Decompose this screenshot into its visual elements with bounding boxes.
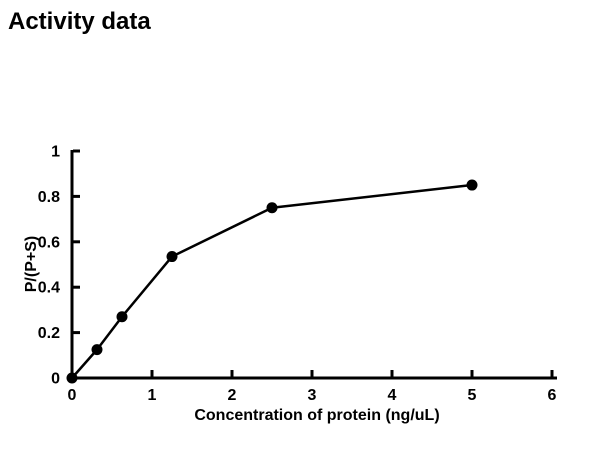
y-axis-label: P/(P+S) (23, 235, 40, 293)
chart-title: Activity data (8, 8, 151, 35)
data-point (166, 251, 178, 263)
y-tick-label: 0.4 (38, 280, 60, 297)
y-tick-label: 0.6 (38, 234, 60, 251)
y-tick-label: 0 (51, 371, 60, 388)
x-tick-label: 5 (468, 387, 477, 404)
x-tick-label: 1 (148, 387, 157, 404)
data-line (71, 183, 473, 379)
data-point (466, 179, 478, 191)
y-tick-label: 0.2 (38, 325, 60, 342)
x-tick-label: 2 (228, 387, 237, 404)
y-tick-label: 0.8 (38, 189, 60, 206)
x-tick-label: 6 (548, 387, 557, 404)
data-point (91, 344, 103, 356)
data-point (266, 202, 278, 214)
x-tick-label: 0 (68, 387, 77, 404)
x-axis-label: Concentration of protein (ng/uL) (194, 407, 440, 424)
x-tick-label: 3 (308, 387, 317, 404)
data-point (116, 311, 128, 323)
data-point (66, 372, 78, 384)
y-tick-label: 1 (51, 144, 60, 161)
x-tick-label: 4 (388, 387, 397, 404)
